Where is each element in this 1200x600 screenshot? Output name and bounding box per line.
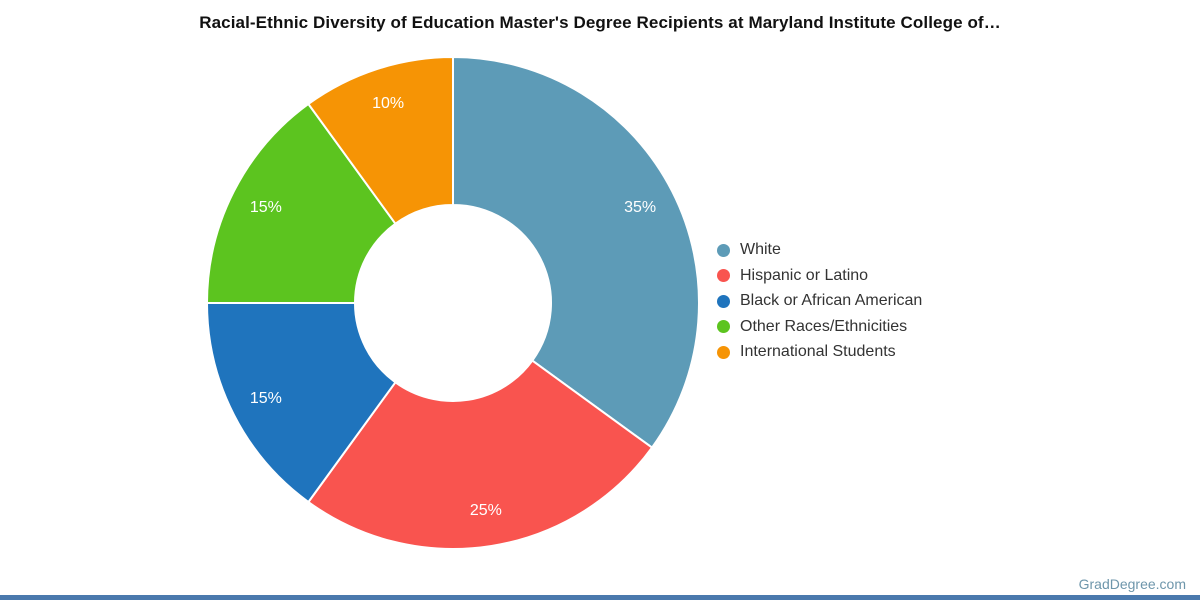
pie-slice-0[interactable] [452, 56, 700, 449]
bottom-bar [0, 595, 1200, 600]
slice-label-1: 25% [470, 502, 502, 519]
slice-label-4: 10% [372, 95, 404, 112]
legend-item-black-or-african-american[interactable]: Black or African American [717, 291, 922, 311]
pie-slice-3[interactable] [206, 102, 397, 304]
legend-marker-icon [717, 345, 730, 359]
slice-label-0: 35% [624, 199, 656, 216]
legend-label: White [740, 241, 781, 258]
slice-label-3: 15% [250, 199, 282, 216]
legend-item-hispanic-or-latino[interactable]: Hispanic or Latino [717, 266, 922, 286]
pie-slice-1[interactable] [307, 359, 654, 550]
chart-legend: White Hispanic or Latino Black or Africa… [717, 240, 922, 368]
legend-label: Hispanic or Latino [740, 266, 869, 284]
legend-marker-icon [717, 294, 730, 308]
pie-slice-2[interactable] [206, 302, 397, 504]
legend-label: Other Races/Ethnicities [740, 317, 908, 335]
slice-label-2: 15% [250, 390, 282, 407]
watermark-link[interactable]: GradDegree.com [1078, 576, 1186, 592]
legend-item-other-races-ethnicities[interactable]: Other Races/Ethnicities [717, 317, 922, 337]
legend-item-international-students[interactable]: International Students [717, 342, 922, 362]
legend-marker-icon [717, 320, 730, 333]
legend-marker-icon [717, 269, 730, 282]
legend-item-white[interactable]: White [717, 240, 922, 260]
pie-slice-4[interactable] [307, 56, 454, 225]
legend-marker-icon [717, 243, 730, 257]
chart-title: Racial-Ethnic Diversity of Education Mas… [199, 13, 1001, 32]
legend-label: International Students [740, 343, 896, 360]
legend-label: Black or African American [740, 292, 923, 309]
